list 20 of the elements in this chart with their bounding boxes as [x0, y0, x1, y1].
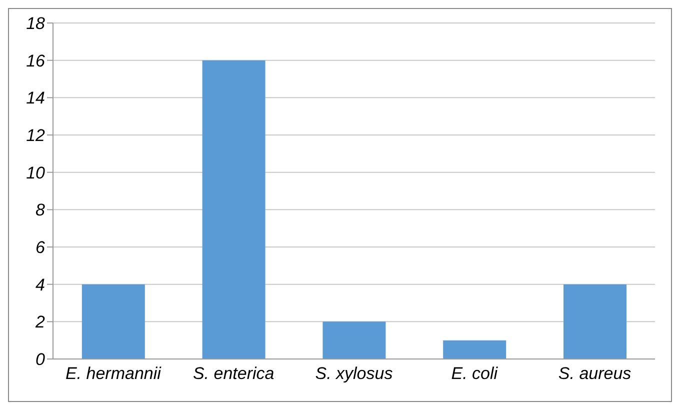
x-tick-label: E. coli: [451, 364, 499, 384]
bar: [322, 322, 386, 359]
x-tick-label: S. xylosus: [315, 364, 394, 384]
y-tick-label: 12: [26, 126, 46, 146]
bar: [443, 340, 506, 359]
y-tick-label: 10: [26, 163, 46, 182]
x-tick-label: E. hermannii: [65, 364, 162, 384]
y-tick-label: 14: [26, 88, 45, 108]
y-tick-label: 8: [36, 200, 46, 220]
bar: [202, 60, 266, 359]
y-tick-label: 16: [26, 51, 46, 70]
bar: [82, 284, 145, 359]
y-tick-label: 0: [36, 350, 46, 370]
y-tick-label: 6: [36, 238, 46, 258]
bar: [563, 284, 626, 359]
y-tick-label: 2: [34, 312, 46, 332]
y-tick-label: 18: [26, 14, 46, 34]
x-tick-label: S. enterica: [192, 364, 274, 384]
y-tick-label: 4: [36, 275, 45, 294]
x-tick-label: S. aureus: [558, 364, 632, 384]
